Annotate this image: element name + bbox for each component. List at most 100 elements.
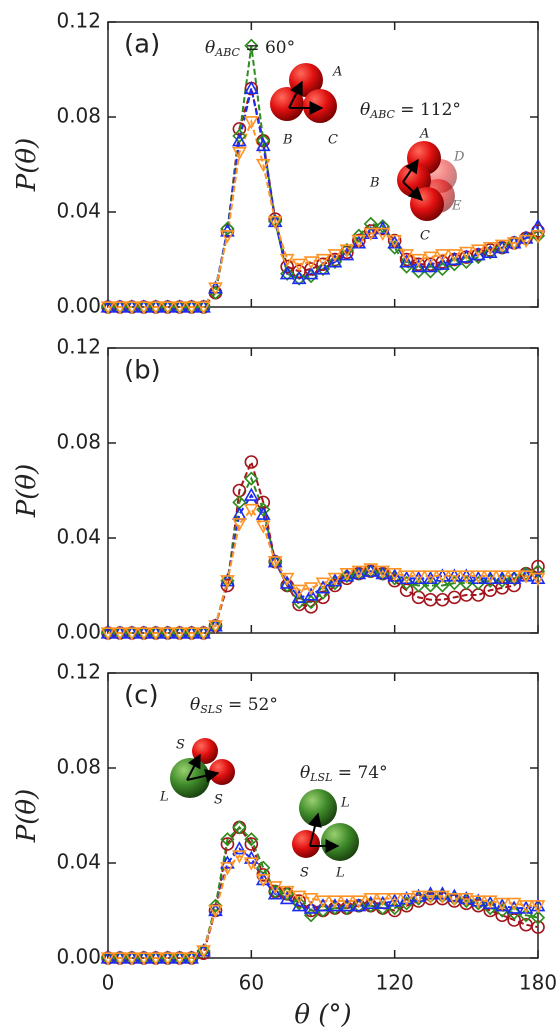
annotation: θABC = 60°: [205, 38, 295, 60]
marker: [506, 237, 522, 251]
marker: [435, 570, 450, 584]
marker: [411, 890, 426, 904]
marker: [483, 245, 498, 260]
marker: [220, 862, 235, 876]
marker: [399, 252, 414, 267]
marker: [327, 254, 343, 270]
marker: [518, 900, 534, 914]
marker: [184, 627, 199, 641]
marker: [244, 455, 259, 469]
marker: [184, 952, 199, 966]
marker: [399, 254, 414, 268]
series-line: [108, 45, 539, 308]
marker: [291, 898, 307, 912]
marker: [184, 301, 199, 315]
sphere-label: B: [282, 133, 293, 148]
marker: [232, 128, 247, 144]
x-tick-label: 180: [519, 971, 557, 995]
marker: [232, 518, 247, 532]
sphere-label: E: [451, 199, 462, 214]
marker: [220, 832, 235, 847]
marker: [303, 256, 319, 270]
sphere-label: L: [335, 866, 345, 881]
y-axis-label: P(θ): [12, 138, 42, 192]
marker: [351, 228, 366, 243]
marker: [303, 266, 319, 280]
marker: [506, 897, 522, 912]
marker: [208, 282, 223, 296]
marker: [148, 301, 164, 315]
marker: [220, 575, 235, 589]
marker: [291, 890, 307, 904]
marker: [279, 890, 295, 905]
plot-frame: [107, 21, 539, 308]
marker: [447, 888, 462, 902]
y-axis-label: P(θ): [12, 789, 42, 843]
marker: [327, 898, 343, 912]
marker: [267, 886, 283, 900]
marker: [399, 583, 414, 598]
y-tick-label: 0.04: [56, 525, 101, 549]
sphere-label: C: [420, 229, 430, 244]
marker: [363, 227, 379, 242]
y-tick-label: 0.12: [56, 335, 101, 359]
sphere-label: C: [328, 133, 338, 148]
marker: [244, 38, 259, 53]
marker: [375, 219, 390, 234]
sphere-label: L: [340, 796, 350, 811]
arrow: [288, 80, 303, 109]
panel: 0.00 0.04 0.08 0.12 (b) P(θ): [12, 335, 546, 644]
marker: [482, 242, 498, 256]
marker: [291, 589, 307, 603]
marker: [315, 253, 331, 268]
marker: [482, 570, 498, 584]
marker: [387, 893, 403, 907]
marker: [327, 895, 343, 909]
marker: [291, 271, 307, 286]
marker: [280, 266, 295, 281]
marker: [232, 841, 247, 855]
x-tick-label: 0: [102, 971, 115, 995]
marker: [351, 234, 367, 249]
marker: [327, 572, 343, 587]
marker: [232, 147, 247, 161]
marker: [243, 503, 259, 518]
marker: [255, 520, 271, 534]
x-tick-label: 120: [376, 971, 414, 995]
annotation: θSLS = 52°: [190, 695, 278, 717]
marker: [243, 857, 259, 871]
y-tick-label: 0.12: [56, 660, 101, 684]
arrow: [402, 158, 419, 183]
marker: [136, 627, 152, 641]
annotation: θLSL = 74°: [300, 763, 388, 785]
marker: [531, 920, 545, 934]
sphere-label: S: [176, 738, 185, 753]
marker: [279, 572, 295, 587]
marker: [100, 301, 116, 315]
marker: [244, 832, 259, 847]
panel-label: (b): [124, 356, 161, 386]
marker: [100, 952, 116, 966]
marker: [243, 487, 259, 501]
marker: [256, 133, 271, 148]
marker: [530, 230, 546, 244]
marker: [291, 584, 307, 598]
marker: [136, 952, 152, 966]
marker: [303, 900, 319, 914]
marker: [327, 254, 343, 268]
marker: [447, 249, 462, 263]
marker: [255, 158, 271, 173]
sphere: [321, 823, 359, 861]
marker: [208, 898, 223, 913]
marker: [148, 952, 164, 966]
marker: [267, 556, 283, 570]
marker: [291, 258, 307, 272]
arrow: [186, 768, 220, 783]
sphere-label: A: [332, 65, 342, 80]
marker: [375, 893, 391, 907]
y-tick-label: 0.00: [56, 294, 101, 318]
marker: [518, 570, 534, 584]
marker: [506, 900, 522, 914]
marker: [435, 249, 450, 263]
marker: [196, 301, 211, 315]
